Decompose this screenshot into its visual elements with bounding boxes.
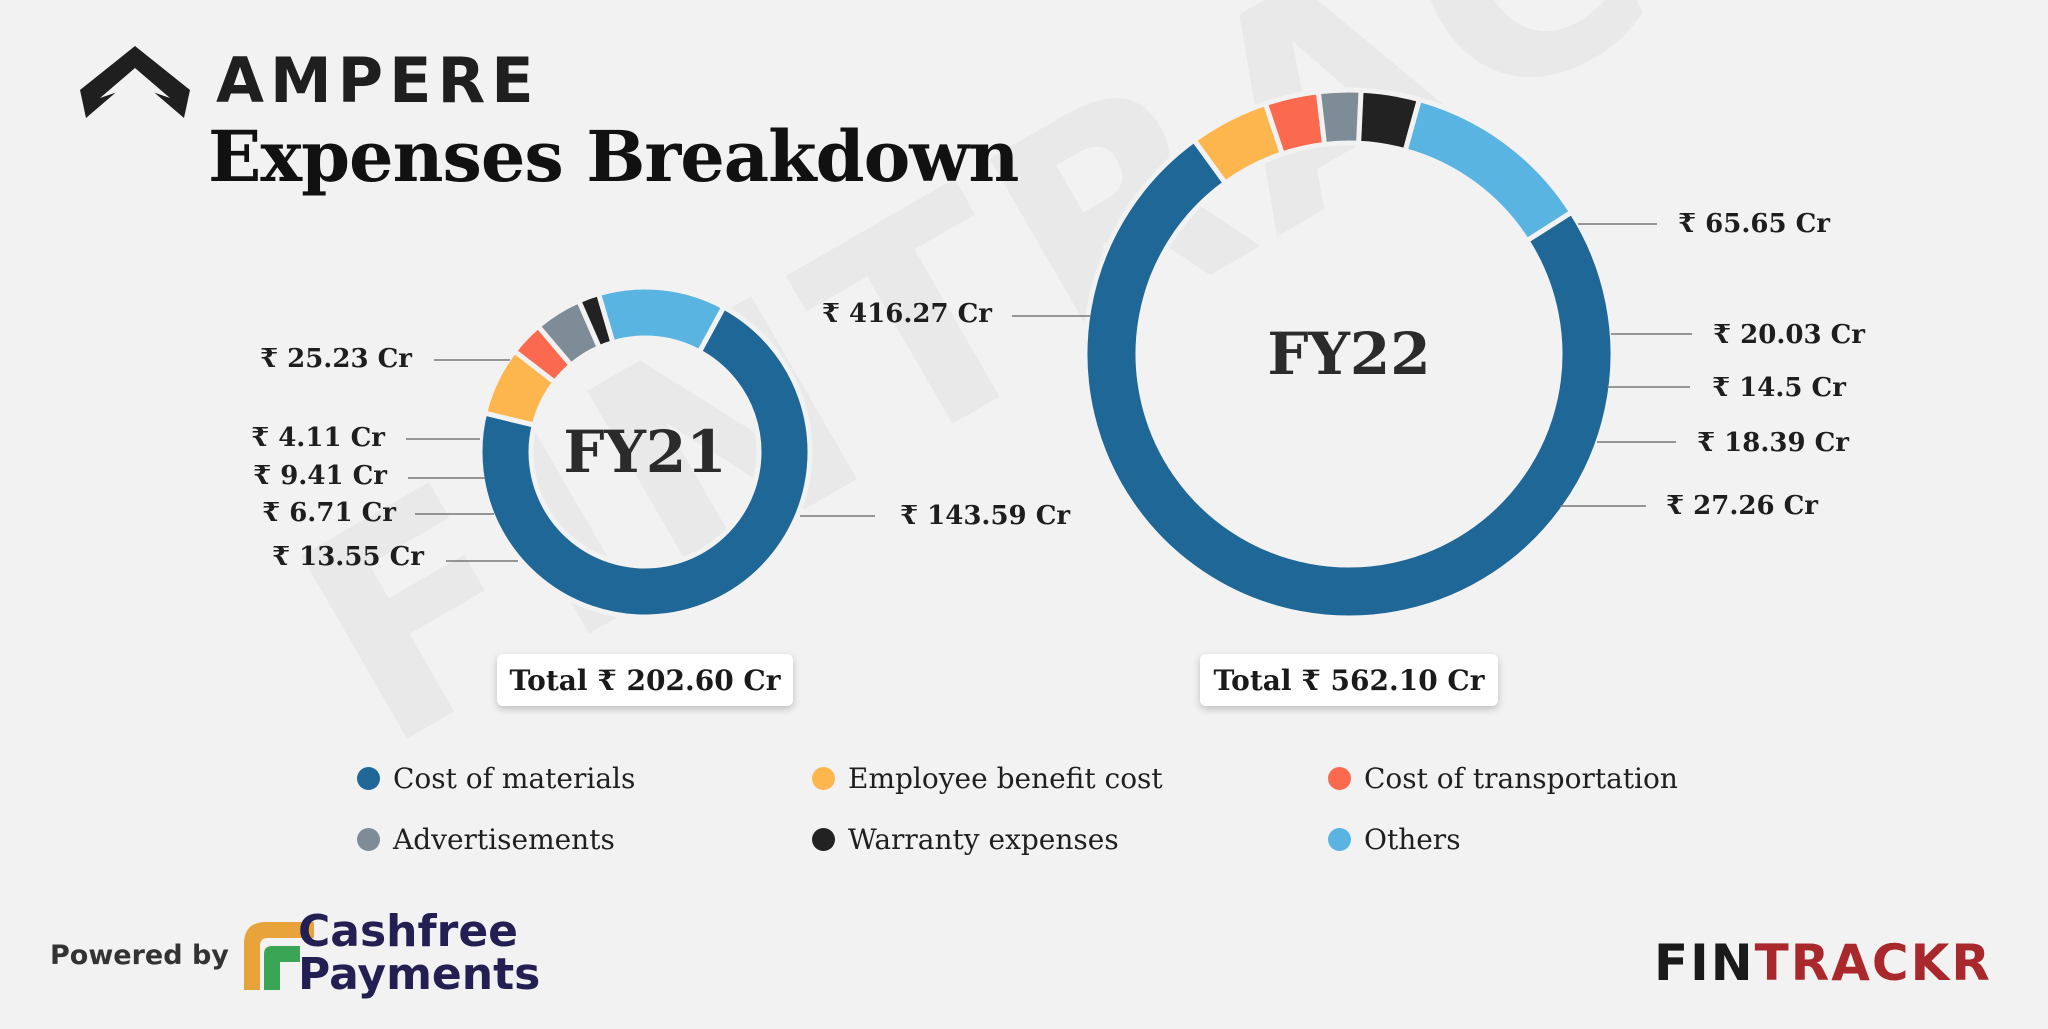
cashfree-wordmark: Cashfree Payments <box>298 906 541 1001</box>
legend-item-employee-benefit-cost: Employee benefit cost <box>812 762 1163 795</box>
value-label-fy22-cost-of-materials: ₹ 416.27 Cr <box>822 299 992 329</box>
legend-label: Advertisements <box>393 823 615 856</box>
center-label-fy21: FY21 <box>563 418 726 486</box>
legend-dot-icon <box>357 828 380 851</box>
donut-slice-fy22-cost-of-materials <box>1082 137 1616 621</box>
fintrackr-logo-part1: FIN <box>1654 934 1755 992</box>
center-label-fy22: FY22 <box>1267 320 1430 388</box>
brand-name: AMPERE <box>216 44 540 117</box>
value-label-fy22-others: ₹ 65.65 Cr <box>1678 209 1830 239</box>
value-label-fy21-advertisements: ₹ 9.41 Cr <box>253 461 387 491</box>
legend-dot-icon <box>357 767 380 790</box>
value-label-fy22-warranty-expenses: ₹ 20.03 Cr <box>1713 320 1865 350</box>
legend-item-others: Others <box>1328 823 1461 856</box>
donut-slice-fy21-cost-of-materials <box>477 304 813 620</box>
donut-slice-fy22-advertisements <box>1315 87 1364 147</box>
legend-label: Others <box>1364 823 1461 856</box>
value-label-fy22-employee-benefit-cost: ₹ 27.26 Cr <box>1666 491 1818 521</box>
value-label-fy21-others: ₹ 25.23 Cr <box>260 344 412 374</box>
total-fy22-badge: Total ₹ 562.10 Cr <box>1200 654 1498 706</box>
legend-label: Cost of materials <box>393 762 636 795</box>
legend-dot-icon <box>812 828 835 851</box>
value-label-fy22-advertisements: ₹ 14.5 Cr <box>1712 373 1846 403</box>
legend-item-advertisements: Advertisements <box>357 823 615 856</box>
legend-label: Cost of transportation <box>1364 762 1678 795</box>
value-label-fy21-warranty-expenses: ₹ 4.11 Cr <box>251 423 385 453</box>
cashfree-line1: Cashfree <box>298 906 519 957</box>
legend-label: Employee benefit cost <box>848 762 1163 795</box>
ampere-logo-icon <box>80 46 190 118</box>
cashfree-line2: Payments <box>298 949 541 1001</box>
legend-label: Warranty expenses <box>848 823 1119 856</box>
legend-dot-icon <box>1328 828 1351 851</box>
value-label-fy22-cost-of-transportation: ₹ 18.39 Cr <box>1697 428 1849 458</box>
legend-item-cost-of-transportation: Cost of transportation <box>1328 762 1678 795</box>
legend-dot-icon <box>1328 767 1351 790</box>
donut-slice-fy22-others <box>1402 97 1575 244</box>
value-label-fy21-cost-of-transportation: ₹ 6.71 Cr <box>262 498 396 528</box>
legend-item-cost-of-materials: Cost of materials <box>357 762 635 795</box>
legend-item-warranty-expenses: Warranty expenses <box>812 823 1119 856</box>
cashfree-logo-icon <box>244 922 314 990</box>
powered-by-label: Powered by <box>50 940 229 971</box>
total-fy21-badge: Total ₹ 202.60 Cr <box>497 654 793 706</box>
value-label-fy21-employee-benefit-cost: ₹ 13.55 Cr <box>272 542 424 572</box>
fintrackr-logo-part2: TRACKR <box>1754 934 1992 992</box>
legend-dot-icon <box>812 767 835 790</box>
value-label-fy21-cost-of-materials: ₹ 143.59 Cr <box>900 501 1070 531</box>
page-title: Expenses Breakdown <box>208 115 1019 198</box>
fintrackr-logo: FINTRACKR <box>1654 938 1992 988</box>
donut-slice-fy21-others <box>596 284 727 355</box>
